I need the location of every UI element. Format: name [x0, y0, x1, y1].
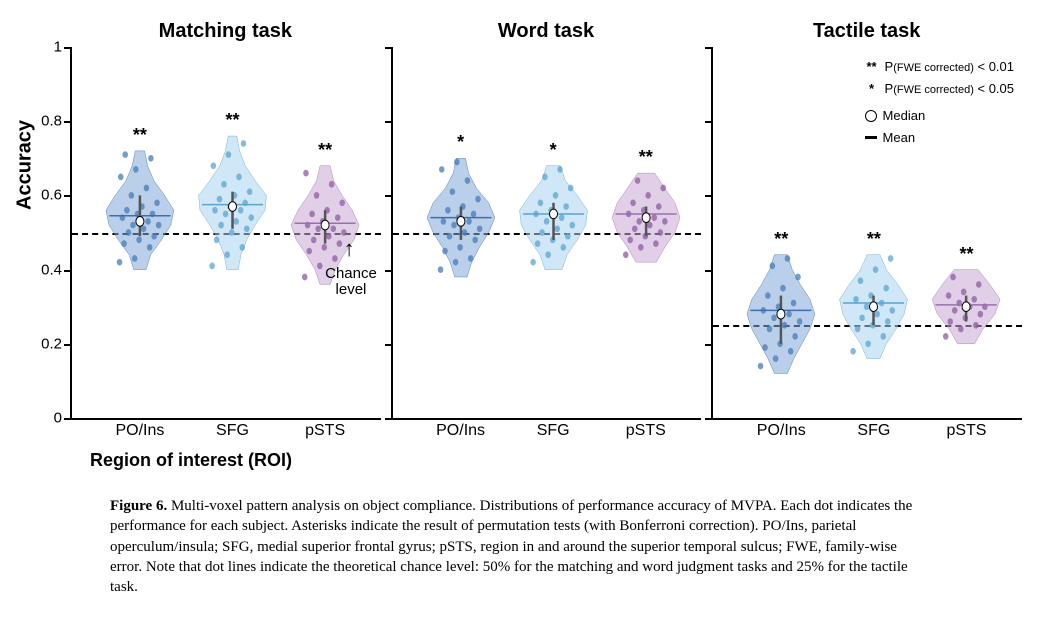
figure-caption: Figure 6. Multi-voxel pattern analysis o…	[110, 496, 932, 597]
ytick	[64, 270, 72, 272]
ytick-label: 0.8	[32, 113, 62, 130]
caption-label: Figure 6.	[110, 498, 167, 514]
violin	[393, 47, 702, 418]
xcategory-label: pSTS	[946, 422, 986, 440]
ytick	[705, 47, 713, 49]
panel: Tactile task PO/Ins**SFG**pSTS****P(FWE c…	[711, 20, 1022, 420]
ytick	[64, 121, 72, 123]
ytick	[705, 418, 713, 420]
xcategory-label: PO/Ins	[757, 422, 806, 440]
xcategory-label: SFG	[857, 422, 890, 440]
caption-text: Multi-voxel pattern analysis on object c…	[110, 498, 912, 595]
median-icon	[865, 110, 877, 122]
chance-level-label: Chancelevel	[325, 266, 377, 299]
panel-title: Matching task	[70, 20, 381, 43]
ytick	[64, 344, 72, 346]
ytick	[705, 121, 713, 123]
plot-area: PO/Ins**SFG**pSTS****P(FWE corrected) < …	[711, 47, 1022, 420]
plot-area: PO/Ins*SFG*pSTS**	[391, 47, 702, 420]
legend-sig05: P(FWE corrected) < 0.05	[885, 79, 1014, 99]
ytick	[705, 270, 713, 272]
ytick	[705, 195, 713, 197]
ytick	[385, 195, 393, 197]
plot-area: 00.20.40.60.81PO/Ins**SFG**pSTS**↑Chance…	[70, 47, 381, 420]
xcategory-label: pSTS	[305, 422, 345, 440]
ytick	[385, 121, 393, 123]
ytick	[385, 418, 393, 420]
mean-icon	[865, 136, 877, 139]
ytick	[385, 270, 393, 272]
xcategory-label: SFG	[537, 422, 570, 440]
xcategory-label: PO/Ins	[436, 422, 485, 440]
ytick	[64, 47, 72, 49]
panel: Matching task 00.20.40.60.81PO/Ins**SFG**…	[70, 20, 381, 420]
figure: Accuracy Matching task00.20.40.60.81PO/I…	[20, 20, 1022, 597]
legend-sig01: P(FWE corrected) < 0.01	[885, 57, 1014, 77]
xcategory-label: pSTS	[626, 422, 666, 440]
legend: **P(FWE corrected) < 0.01*P(FWE correcte…	[865, 57, 1014, 149]
ytick	[705, 344, 713, 346]
panel: Word task PO/Ins*SFG*pSTS**	[391, 20, 702, 420]
ytick	[64, 418, 72, 420]
xcategory-label: PO/Ins	[115, 422, 164, 440]
panels-row: Matching task 00.20.40.60.81PO/Ins**SFG**…	[70, 20, 1022, 420]
ytick-label: 0	[32, 410, 62, 427]
xcategory-label: SFG	[216, 422, 249, 440]
chance-arrow-icon: ↑	[344, 236, 355, 262]
panel-title: Tactile task	[711, 20, 1022, 43]
ytick-label: 0.4	[32, 261, 62, 278]
violin	[72, 47, 381, 418]
ytick-label: 1	[32, 39, 62, 56]
xaxis-label: Region of interest (ROI)	[90, 450, 1022, 471]
ytick-label: 0.6	[32, 187, 62, 204]
ytick-label: 0.2	[32, 335, 62, 352]
ytick	[385, 47, 393, 49]
panel-title: Word task	[391, 20, 702, 43]
ytick	[64, 195, 72, 197]
ytick	[385, 344, 393, 346]
